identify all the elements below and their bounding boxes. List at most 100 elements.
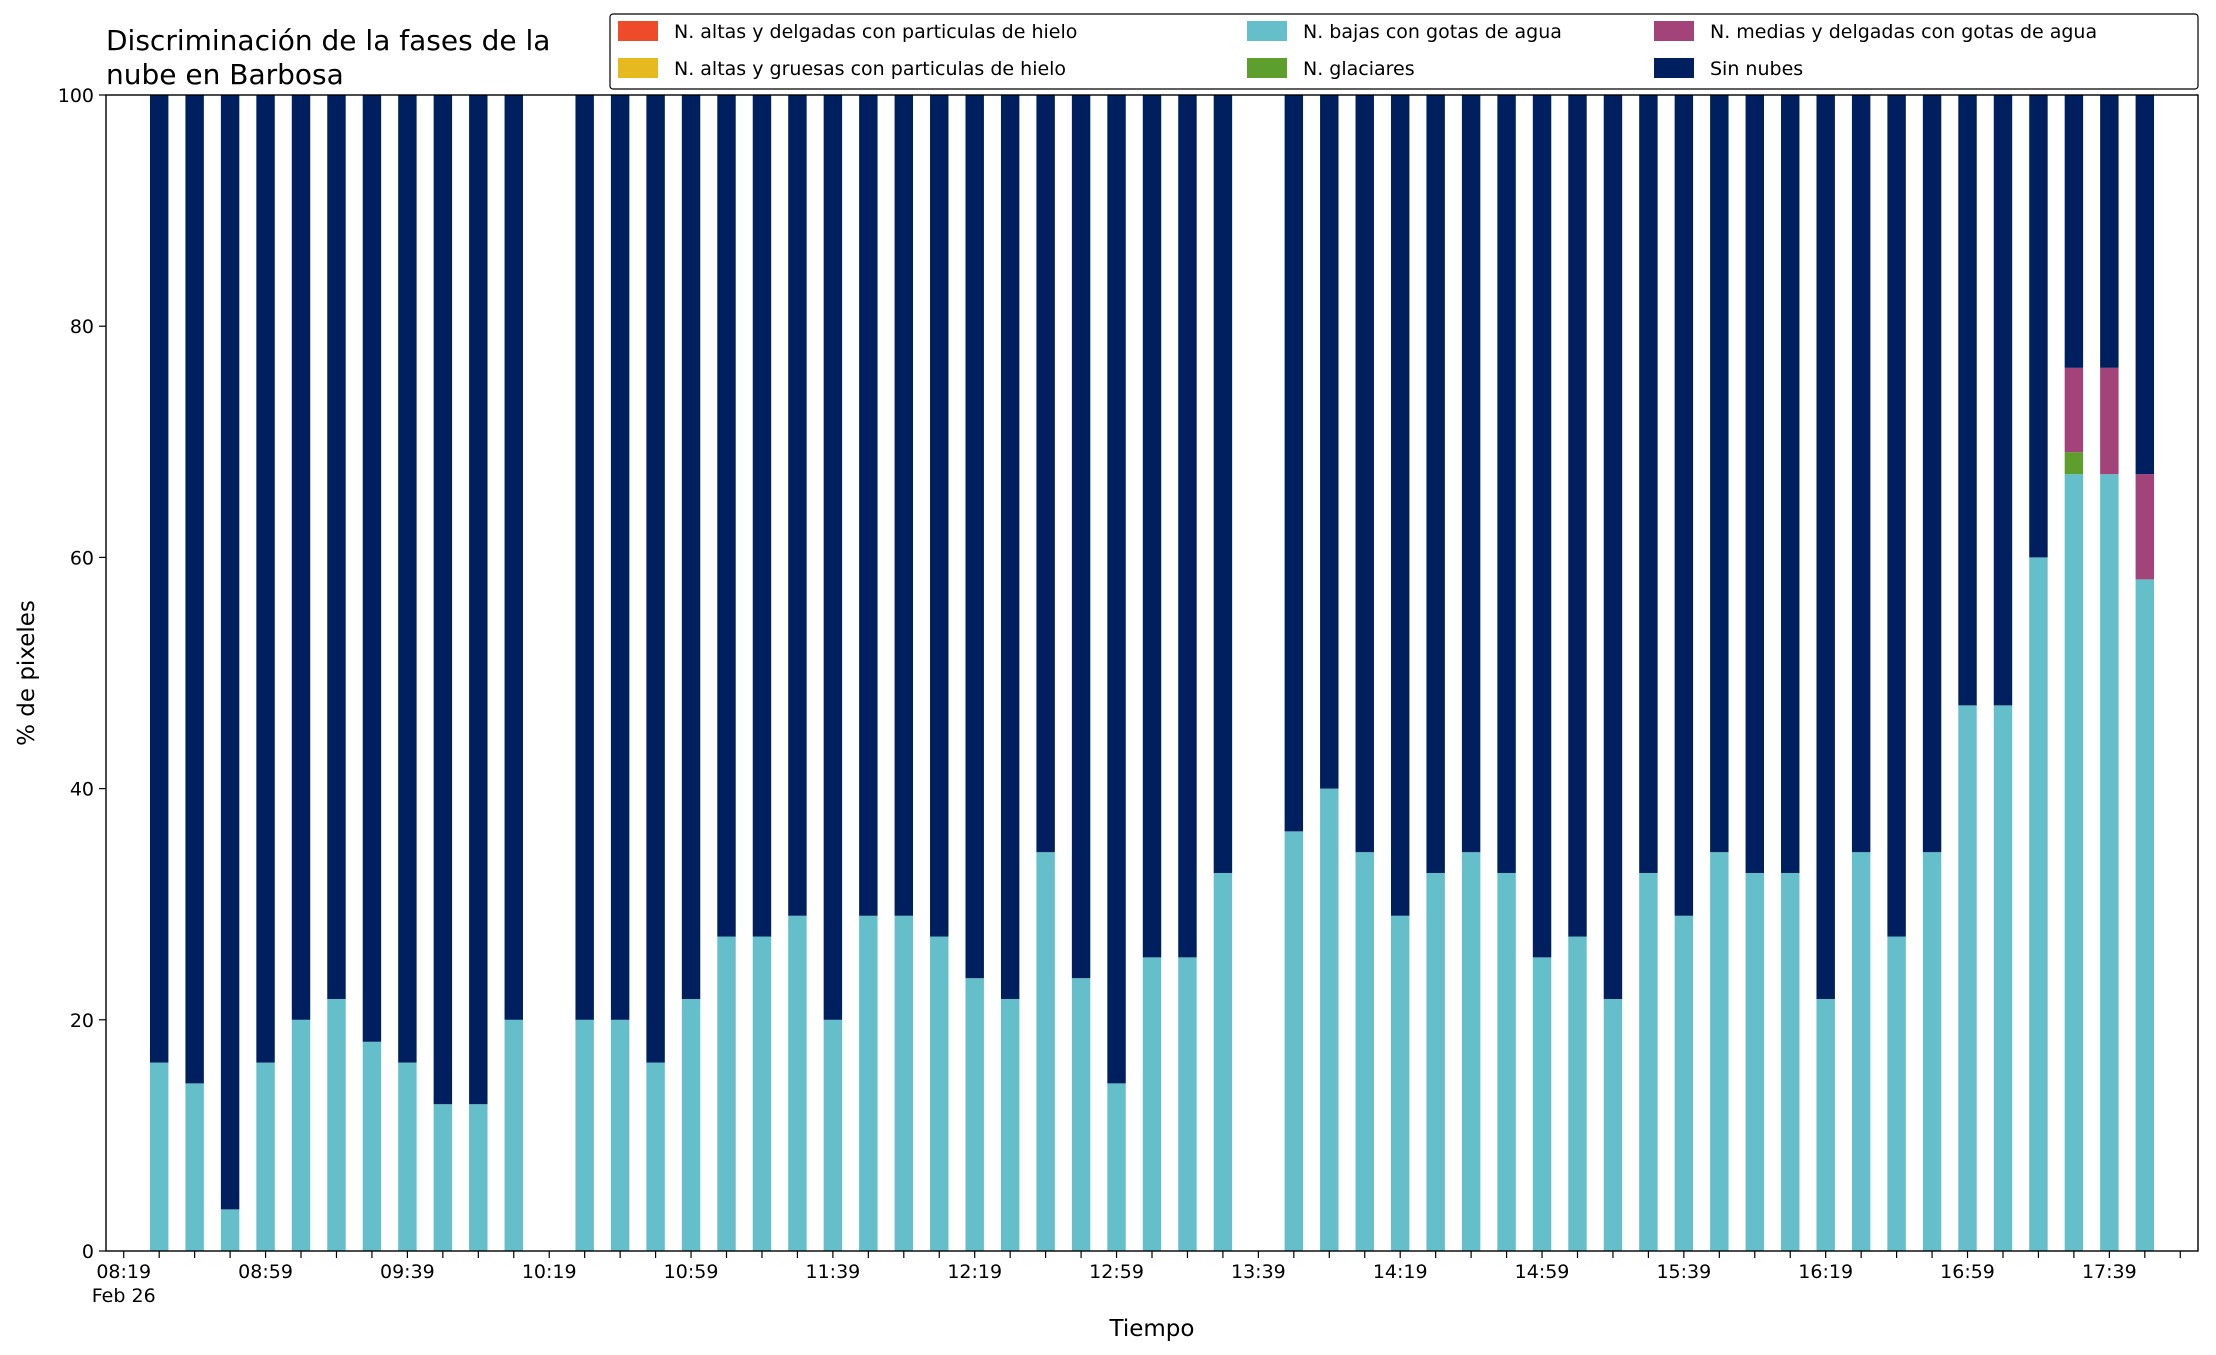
bar-segment xyxy=(2100,474,2119,1252)
y-tick-label: 100 xyxy=(58,85,94,107)
bar-segment xyxy=(1639,872,1658,1251)
legend-label: N. medias y delgadas con gotas de agua xyxy=(1710,21,2097,43)
bar-segment xyxy=(149,1062,169,1251)
bar-segment xyxy=(788,915,807,1251)
bar-segment xyxy=(823,95,843,1020)
bar-segment xyxy=(1497,872,1516,1251)
x-tick-label: 17:39 xyxy=(2082,1261,2137,1283)
bar-segment xyxy=(1213,872,1233,1251)
bar-segment xyxy=(220,95,240,1210)
bar-segment xyxy=(469,1104,488,1251)
legend-swatch xyxy=(1247,58,1287,78)
x-tick-label: 14:59 xyxy=(1515,1261,1570,1283)
x-tick-label: 14:19 xyxy=(1373,1261,1428,1283)
bar-segment xyxy=(1284,95,1304,832)
legend-label: N. bajas con gotas de agua xyxy=(1303,21,1562,43)
bar-segment xyxy=(1851,95,1871,853)
x-tick-label: 10:59 xyxy=(664,1261,719,1283)
bar-segment xyxy=(362,95,382,1042)
bar-segment xyxy=(1036,95,1055,853)
bar-segment xyxy=(1745,95,1764,873)
y-tick-label: 60 xyxy=(70,547,94,569)
bar-segment xyxy=(610,95,630,1020)
bar-segment xyxy=(859,95,878,916)
bar-segment xyxy=(1674,95,1694,916)
legend-label: N. glaciares xyxy=(1303,58,1415,80)
bar-segment xyxy=(469,95,488,1105)
legend-label: Sin nubes xyxy=(1710,58,1803,80)
bar-segment xyxy=(788,95,807,916)
bar-segment xyxy=(1461,852,1481,1251)
legend-swatch xyxy=(618,58,658,78)
bar-segment xyxy=(894,915,914,1251)
bar-segment xyxy=(1284,831,1304,1251)
bar-segment xyxy=(2100,95,2119,368)
y-tick-label: 40 xyxy=(70,779,94,801)
bar-segment xyxy=(1178,957,1197,1251)
y-axis-label: % de pixeles xyxy=(14,600,40,746)
bar-segment xyxy=(504,1019,523,1251)
x-tick-label: 16:19 xyxy=(1798,1261,1853,1283)
bar-segment xyxy=(256,95,275,1063)
bar-segment xyxy=(1213,95,1233,873)
bar-segment xyxy=(1674,915,1694,1251)
bar-segment xyxy=(1568,936,1587,1251)
bar-segment xyxy=(1993,95,2013,706)
bar-segment xyxy=(752,936,772,1251)
bar-segment xyxy=(1071,95,1091,979)
bar-segment xyxy=(2064,474,2084,1252)
bar-segment xyxy=(646,1062,665,1251)
bar-segment xyxy=(1355,95,1374,853)
bar-segment xyxy=(1036,852,1055,1251)
bar-segment xyxy=(1710,95,1729,853)
bar-segment xyxy=(220,1209,240,1251)
bar-segment xyxy=(717,936,736,1251)
bar-segment xyxy=(1000,95,1020,999)
bar-segment xyxy=(717,95,736,937)
legend-swatch xyxy=(1654,58,1694,78)
bar-segment xyxy=(859,915,878,1251)
bar-segment xyxy=(1426,872,1445,1251)
chart-title: Discriminación de la fases de la nube en … xyxy=(106,24,550,91)
bar-segment xyxy=(1497,95,1516,873)
bar-segment xyxy=(1320,788,1339,1251)
x-tick-label: 09:39 xyxy=(380,1261,435,1283)
bar-segment xyxy=(646,95,665,1063)
bar-segment xyxy=(1603,998,1623,1251)
x-tick-label: 11:39 xyxy=(805,1261,860,1283)
bar-segment xyxy=(433,1104,453,1251)
bar-segment xyxy=(681,95,701,999)
legend-swatch xyxy=(1247,21,1287,41)
x-tick-label: 15:39 xyxy=(1656,1261,1711,1283)
legend-label: N. altas y delgadas con particulas de hi… xyxy=(674,21,1077,43)
bar-segment xyxy=(930,95,949,937)
x-tick-label: 12:59 xyxy=(1089,1261,1144,1283)
x-tick-label: 10:19 xyxy=(522,1261,577,1283)
bar-segment xyxy=(610,1019,630,1251)
bar-segment xyxy=(1958,705,1977,1251)
bar-segment xyxy=(1532,95,1552,958)
bar-segment xyxy=(1320,95,1339,789)
y-tick-label: 0 xyxy=(82,1241,94,1263)
bar-segment xyxy=(1000,998,1020,1251)
y-tick-label: 20 xyxy=(70,1010,94,1032)
x-tick-label: 16:59 xyxy=(1940,1261,1995,1283)
legend-swatch xyxy=(1654,21,1694,41)
x-tick-label: 08:59 xyxy=(238,1261,293,1283)
bar-segment xyxy=(2029,557,2048,1251)
bar-segment xyxy=(1781,872,1800,1251)
bar-segment xyxy=(1958,95,1977,706)
bar-segment xyxy=(930,936,949,1251)
bar-segment xyxy=(1107,95,1126,1084)
bar-segment xyxy=(1390,915,1410,1251)
legend-label: N. altas y gruesas con particulas de hie… xyxy=(674,58,1066,80)
bar-segment xyxy=(1887,936,1906,1251)
bar-segment xyxy=(1922,852,1942,1251)
bar-segment xyxy=(1922,95,1942,853)
bar-segment xyxy=(1816,998,1835,1251)
bar-segment xyxy=(1993,705,2013,1251)
bar-segment xyxy=(575,95,594,1020)
bar-segment xyxy=(398,1062,417,1251)
bar-segment xyxy=(1390,95,1410,916)
bar-segment xyxy=(2135,579,2155,1251)
